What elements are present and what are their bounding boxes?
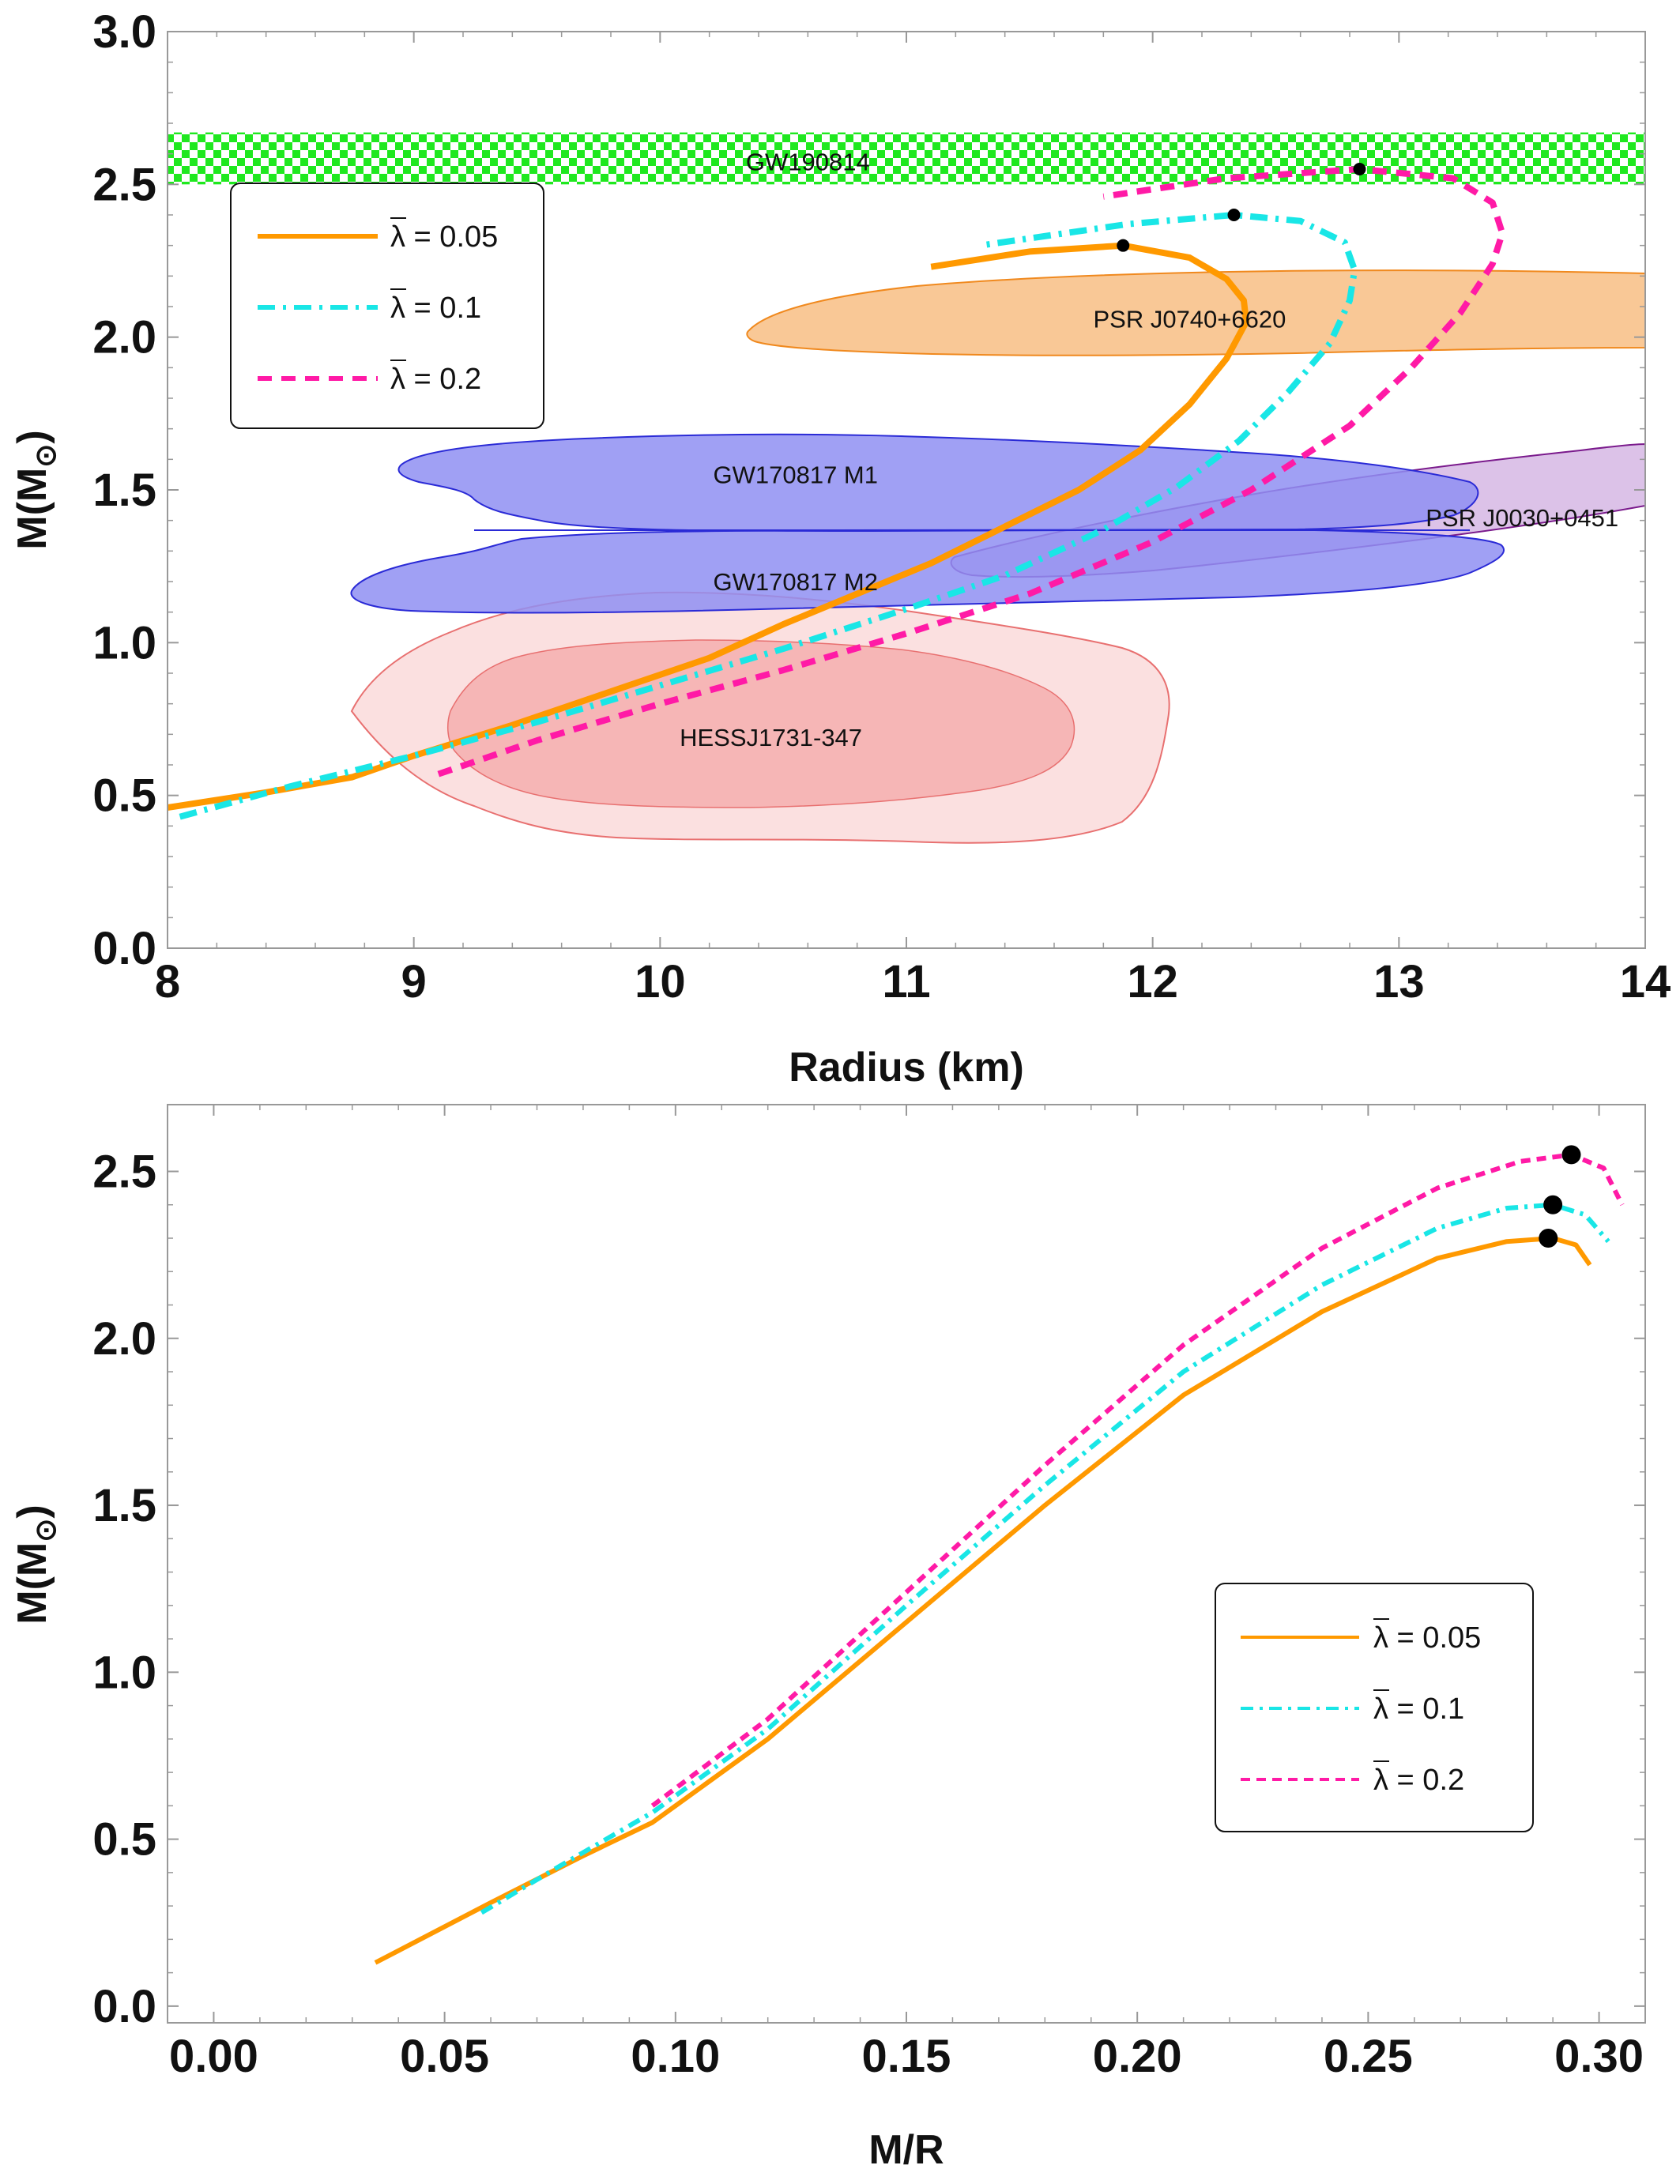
top-y-axis-title-sub: ⊙	[29, 444, 62, 468]
legend-entry-lambda-0.05: λ = 0.05	[390, 220, 498, 254]
top-x-axis-title: Radius (km)	[789, 1045, 1024, 1090]
legend-lambda-symbol: λ	[390, 292, 405, 325]
y-tick-label: 0.5	[92, 770, 156, 822]
max-mass-point-lambda-0.2	[1353, 163, 1366, 175]
top-ticks: 8 9 10 11 12 13 14 0.0 0.5 1.0 1.5 2.0 2.5 3.0	[92, 6, 1671, 1007]
y-tick-label: 1.0	[92, 1647, 156, 1698]
y-tick-label: 3.0	[92, 6, 156, 58]
x-tick-label: 11	[882, 956, 930, 1007]
legend-value: = 0.2	[405, 363, 481, 396]
bottom-y-axis-title: M(M⊙)	[9, 1504, 62, 1624]
psr-j0740-label: PSR J0740+6620	[1093, 305, 1286, 333]
bottom-legend: λ = 0.05 λ = 0.1 λ = 0.2	[1215, 1583, 1534, 1832]
legend-lambda-symbol: λ	[390, 363, 405, 396]
legend-value: = 0.05	[1388, 1621, 1481, 1655]
max-mass-point-lambda-0.2	[1561, 1145, 1581, 1165]
x-tick-label: 0.15	[862, 2031, 951, 2082]
legend-entry-lambda-0.2: λ = 0.2	[1373, 1764, 1464, 1797]
top-y-axis-title-close: )	[9, 430, 55, 443]
y-tick-label: 2.0	[92, 1313, 156, 1365]
bottom-plot-frame	[167, 1104, 1646, 2024]
bottom-y-axis-title-sub: ⊙	[29, 1519, 62, 1542]
legend-value: = 0.1	[1388, 1693, 1464, 1726]
legend-entry-lambda-0.1: λ = 0.1	[390, 292, 481, 325]
bottom-y-axis-title-main: M(M	[9, 1542, 55, 1625]
legend-value: = 0.05	[405, 220, 498, 254]
legend-value: = 0.1	[405, 292, 481, 325]
mass-radius-chart: GW190814 PSR J0740+6620 GW170817 M1 GW17…	[9, 6, 1671, 1090]
x-tick-label: 0.20	[1093, 2031, 1182, 2082]
series-line-lambda-0.2	[650, 1152, 1625, 1808]
y-tick-label: 1.5	[92, 1480, 156, 1531]
mass-compactness-chart: 0.00 0.05 0.10 0.15 0.20 0.25 0.30 0.0 0.5 1.0 1.5…	[9, 1104, 1646, 2173]
top-y-axis-title-main: M(M	[9, 468, 55, 550]
y-tick-label: 0.5	[92, 1814, 156, 1866]
y-tick-label: 2.5	[92, 1147, 156, 1198]
x-tick-label: 12	[1127, 956, 1178, 1007]
y-tick-label: 2.0	[92, 312, 156, 363]
x-tick-label: 13	[1373, 956, 1425, 1007]
series-line-lambda-0.2	[437, 166, 1506, 778]
x-tick-label: 0.25	[1324, 2031, 1413, 2082]
x-tick-label: 9	[401, 956, 427, 1007]
gw190814-label: GW190814	[746, 148, 870, 175]
legend-entry-lambda-0.1: λ = 0.1	[1373, 1693, 1464, 1726]
legend-lambda-symbol: λ	[1373, 1693, 1388, 1726]
gw170817-m1-label: GW170817 M1	[714, 461, 879, 489]
top-y-axis-title: M(M⊙)	[9, 430, 62, 549]
psr-j0030-label: PSR J0030+0451	[1426, 504, 1618, 532]
gw170817-m2-region	[350, 528, 1505, 614]
gw170817-m1-region	[397, 433, 1479, 532]
y-tick-label: 0.0	[92, 923, 156, 974]
y-tick-label: 1.5	[92, 465, 156, 516]
x-tick-label: 10	[635, 956, 686, 1007]
max-mass-point-lambda-0.05	[1539, 1229, 1558, 1248]
max-mass-point-lambda-0.1	[1543, 1195, 1563, 1214]
legend-entry-lambda-0.2: λ = 0.2	[390, 363, 481, 396]
y-tick-label: 2.5	[92, 159, 156, 210]
series-line-lambda-0.1	[179, 212, 1358, 820]
x-tick-label: 0.00	[169, 2031, 258, 2082]
hess-j1731-label: HESSJ1731-347	[680, 724, 862, 751]
bottom-y-axis-title-close: )	[9, 1504, 55, 1518]
y-tick-label: 0.0	[92, 1981, 156, 2032]
legend-lambda-symbol: λ	[390, 220, 405, 254]
y-tick-label: 1.0	[92, 617, 156, 668]
bottom-ticks: 0.00 0.05 0.10 0.15 0.20 0.25 0.30 0.0 0.5 1.0 1.5…	[92, 1105, 1645, 2082]
max-mass-point-lambda-0.1	[1227, 209, 1241, 221]
top-legend: λ = 0.05 λ = 0.1 λ = 0.2	[230, 183, 544, 429]
legend-entry-lambda-0.05: λ = 0.05	[1373, 1621, 1481, 1655]
legend-lambda-symbol: λ	[1373, 1764, 1388, 1797]
top-legend-box	[230, 183, 544, 429]
x-tick-label: 14	[1620, 956, 1671, 1007]
hess-j1731-inner-region	[446, 639, 1075, 808]
x-tick-label: 0.05	[400, 2031, 489, 2082]
psr-j0740-region	[746, 269, 1645, 356]
x-tick-label: 8	[155, 956, 180, 1007]
max-mass-point-lambda-0.05	[1117, 239, 1130, 252]
legend-lambda-symbol: λ	[1373, 1621, 1388, 1655]
legend-value: = 0.2	[1388, 1764, 1464, 1797]
bottom-legend-box	[1215, 1583, 1534, 1832]
x-tick-label: 0.30	[1554, 2031, 1644, 2082]
bottom-x-axis-title: M/R	[868, 2127, 944, 2173]
gw170817-m2-label: GW170817 M2	[714, 568, 879, 596]
x-tick-label: 0.10	[631, 2031, 720, 2082]
